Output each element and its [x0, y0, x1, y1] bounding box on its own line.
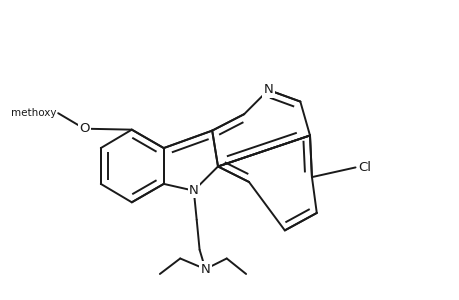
Text: N: N	[189, 184, 198, 197]
Text: O: O	[79, 122, 90, 135]
Text: N: N	[263, 83, 273, 97]
Text: Cl: Cl	[358, 161, 370, 174]
Text: methoxy: methoxy	[11, 108, 56, 118]
Text: N: N	[200, 262, 210, 276]
